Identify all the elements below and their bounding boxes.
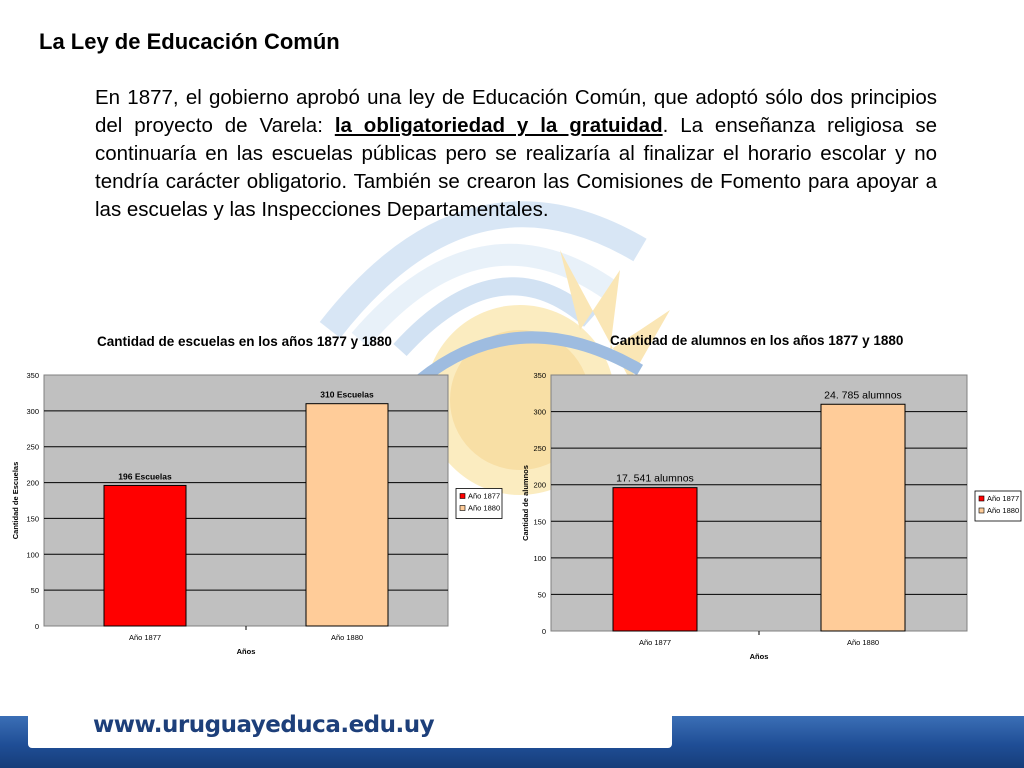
- footer-url[interactable]: www.uruguayeduca.edu.uy: [93, 712, 435, 738]
- y-tick-label: 200: [26, 479, 39, 488]
- x-tick-label: Año 1877: [129, 633, 161, 642]
- data-label: 310 Escuelas: [320, 390, 374, 400]
- legend-item: Año 1880: [468, 504, 500, 513]
- data-label: 196 Escuelas: [118, 471, 172, 481]
- bar-1880: [820, 403, 906, 632]
- paragraph-text-start: En 1877, el gobierno aprobó una ley de E…: [95, 86, 937, 137]
- legend-item: Año 1877: [987, 494, 1019, 503]
- y-tick-label: 150: [533, 517, 546, 526]
- chart-alumnos-title: Cantidad de alumnos en los años 1877 y 1…: [610, 333, 904, 348]
- y-axis-label: Cantidad de Escuelas: [11, 462, 20, 540]
- y-tick-label: 0: [35, 622, 39, 631]
- y-tick-label: 50: [538, 590, 546, 599]
- y-tick-label: 300: [533, 408, 546, 417]
- y-tick-label: 300: [26, 407, 39, 416]
- paragraph-highlight: la obligatoriedad y la gratuidad: [334, 114, 663, 137]
- x-axis-label: Años: [750, 652, 769, 661]
- paragraph-text-end: . La enseñanza religiosa se continuaría …: [95, 114, 938, 221]
- x-axis-label: Años: [237, 647, 256, 656]
- y-tick-label: 350: [533, 371, 546, 380]
- chart-escuelas: 0 50 100 150 200 250 300 350 196 Escuelas Año 187…: [11, 371, 503, 656]
- legend-swatch: [459, 505, 466, 511]
- y-tick-label: 0: [542, 627, 546, 636]
- x-tick-label: Año 1877: [639, 638, 671, 647]
- y-tick-label: 100: [533, 554, 546, 563]
- legend-item: Año 1880: [987, 506, 1019, 515]
- y-tick-label: 250: [533, 444, 546, 453]
- legend-swatch: [459, 493, 466, 499]
- y-tick-label: 100: [26, 550, 39, 559]
- x-tick-label: Año 1880: [847, 638, 879, 647]
- y-tick-label: 200: [533, 481, 546, 490]
- chart-alumnos: 0 50 100 150 200 250 300 350 17. 541 alumnos Año …: [521, 371, 1022, 661]
- y-tick-label: 150: [26, 514, 39, 523]
- data-label: 17. 541 alumnos: [616, 473, 694, 485]
- x-tick-label: Año 1880: [331, 633, 363, 642]
- legend-swatch: [978, 495, 985, 502]
- legend-item: Año 1877: [468, 492, 500, 501]
- data-label: 24. 785 alumnos: [824, 389, 902, 401]
- y-tick-label: 250: [26, 443, 39, 452]
- bar-1880: [305, 403, 389, 627]
- legend-swatch: [978, 507, 985, 514]
- slide-title: La Ley de Educación Común: [39, 29, 340, 54]
- y-axis-label: Cantidad de alumnos: [521, 465, 530, 541]
- y-tick-label: 50: [31, 586, 39, 595]
- y-tick-label: 350: [26, 371, 39, 380]
- bar-1877: [103, 484, 187, 627]
- footer-panel: [28, 708, 672, 748]
- chart-escuelas-title: Cantidad de escuelas en los años 1877 y …: [97, 334, 392, 349]
- slide-paragraph: En 1877, el gobierno aprobó una ley de E…: [95, 84, 937, 224]
- bar-1877: [612, 487, 698, 632]
